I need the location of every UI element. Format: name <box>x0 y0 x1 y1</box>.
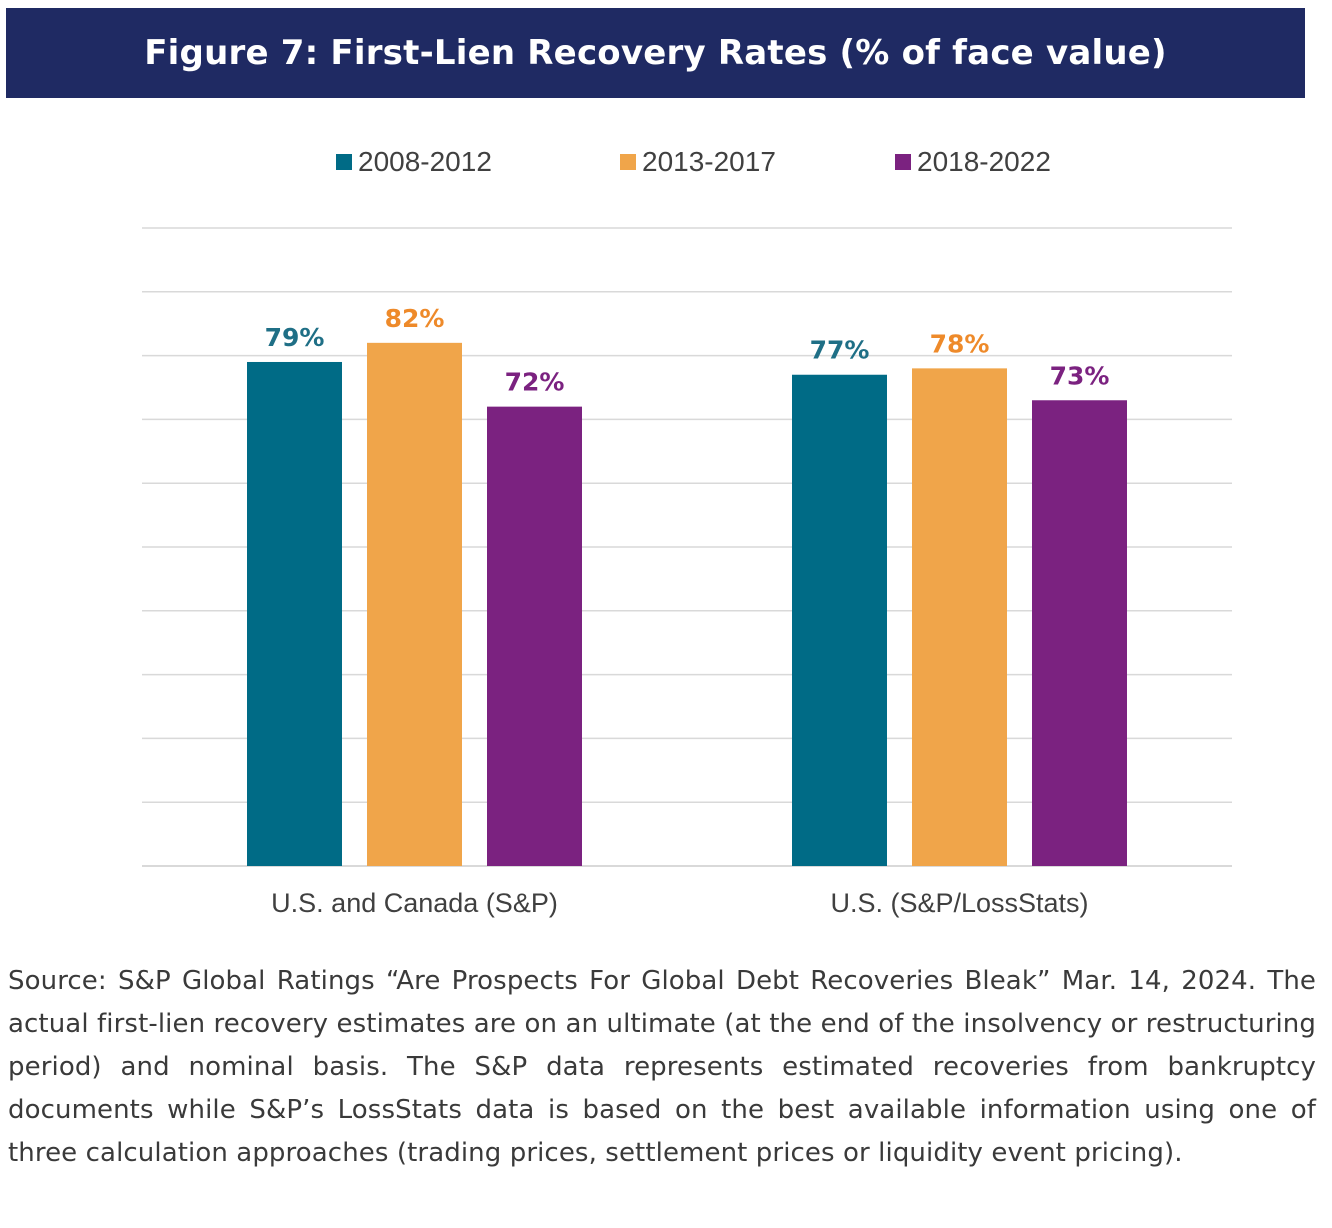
data-label-2018-2022-0: 72% <box>505 368 565 397</box>
data-label-2013-2017-0: 82% <box>385 304 445 333</box>
data-labels: 79% 82% 72% 77% 78% 73% <box>265 304 1110 397</box>
x-tick-label-1: U.S. (S&P/LossStats) <box>830 888 1088 918</box>
data-label-2008-2012-1: 77% <box>810 336 870 365</box>
x-tick-label-0: U.S. and Canada (S&P) <box>271 888 558 918</box>
bar-2013-2017-0 <box>367 342 462 867</box>
bar-2008-2012-1 <box>792 374 887 866</box>
legend-label: 2008-2012 <box>358 146 492 177</box>
bar-chart: 79% 82% 72% 77% 78% 73% U.S. and Canada (S&P)… <box>142 227 1232 918</box>
data-label-2008-2012-0: 79% <box>265 323 325 352</box>
figure-title: Figure 7: First-Lien Recovery Rates (% o… <box>144 33 1167 73</box>
x-tick-labels: U.S. and Canada (S&P) U.S. (S&P/LossStats… <box>271 888 1088 918</box>
source-note: Source: S&P Global Ratings “Are Prospect… <box>8 966 1316 1168</box>
figure-title-bar: Figure 7: First-Lien Recovery Rates (% o… <box>6 8 1305 98</box>
legend-label: 2018-2022 <box>917 146 1051 177</box>
bar-2018-2022-1 <box>1032 400 1127 866</box>
legend-swatch-2018-2022 <box>895 154 911 170</box>
bar-2008-2012-0 <box>247 361 342 866</box>
legend-swatch-2013-2017 <box>620 154 636 170</box>
bars <box>247 342 1127 867</box>
chart-legend: 2008-2012 2013-2017 2018-2022 <box>0 146 1332 182</box>
bar-2018-2022-0 <box>487 406 582 866</box>
data-label-2018-2022-1: 73% <box>1050 361 1110 390</box>
legend-item-2008-2012: 2008-2012 <box>336 146 492 178</box>
legend-item-2018-2022: 2018-2022 <box>895 146 1051 178</box>
legend-label: 2013-2017 <box>642 146 776 177</box>
legend-swatch-2008-2012 <box>336 154 352 170</box>
legend-item-2013-2017: 2013-2017 <box>620 146 776 178</box>
data-label-2013-2017-1: 78% <box>930 329 990 358</box>
bar-2013-2017-1 <box>912 368 1007 866</box>
